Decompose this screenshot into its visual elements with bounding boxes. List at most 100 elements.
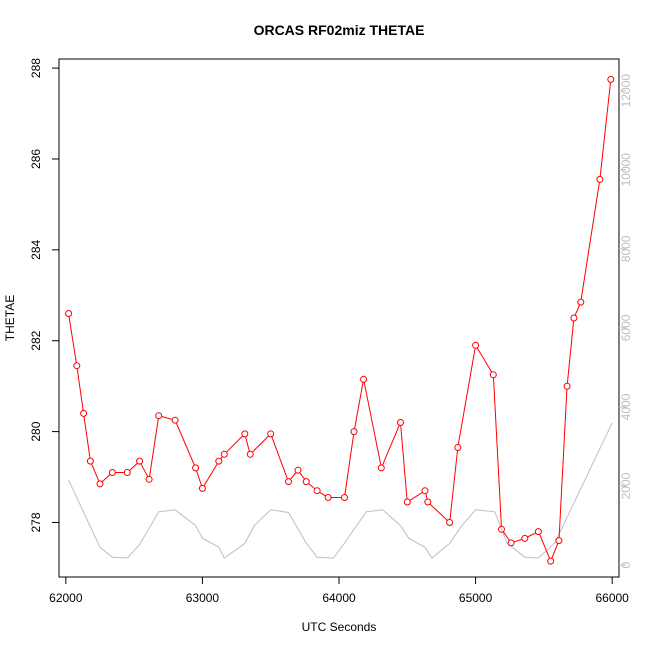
primary-series-segment bbox=[91, 463, 100, 482]
x-axis-label: UTC Seconds bbox=[302, 620, 377, 634]
plot-frame bbox=[58, 58, 620, 578]
data-point bbox=[241, 430, 249, 438]
data-point bbox=[220, 450, 228, 458]
x-axis: 62000 63000 64000 65000 66000 bbox=[49, 577, 629, 605]
data-point bbox=[472, 341, 480, 349]
primary-series-segment bbox=[68, 316, 77, 363]
primary-series-segment bbox=[429, 503, 448, 521]
primary-series-segment bbox=[382, 425, 400, 466]
data-point bbox=[96, 480, 104, 488]
data-point bbox=[145, 475, 153, 483]
y2-tick-label: 12000 bbox=[619, 74, 633, 108]
primary-series-segment bbox=[226, 435, 243, 453]
data-point bbox=[192, 464, 200, 472]
data-point bbox=[489, 371, 497, 379]
y2-tick-label: 2000 bbox=[619, 472, 633, 499]
data-point bbox=[350, 428, 358, 436]
primary-series-segment bbox=[400, 425, 408, 500]
data-point bbox=[86, 457, 94, 465]
data-point bbox=[73, 362, 81, 370]
primary-series-segment bbox=[203, 463, 218, 487]
data-point bbox=[446, 519, 454, 526]
primary-series-segment bbox=[493, 377, 502, 527]
x-tick-label: 63000 bbox=[186, 591, 220, 605]
primary-series-segment bbox=[558, 389, 568, 538]
primary-series-segment bbox=[599, 82, 611, 177]
data-point bbox=[123, 469, 131, 476]
data-point bbox=[155, 412, 163, 420]
primary-series-segment bbox=[101, 474, 111, 483]
primary-series-segment bbox=[580, 182, 600, 300]
primary-series-segment bbox=[344, 434, 355, 495]
y2-tick-label: 10000 bbox=[619, 153, 633, 187]
y2-tick-label: 8000 bbox=[619, 235, 633, 262]
x-tick-label: 64000 bbox=[322, 591, 356, 605]
primary-series-segment bbox=[196, 470, 202, 486]
data-point bbox=[397, 419, 404, 426]
primary-series-segment bbox=[83, 416, 91, 459]
primary-series-segment bbox=[290, 472, 297, 480]
primary-series bbox=[65, 75, 615, 565]
data-point bbox=[215, 457, 223, 465]
primary-series-segment bbox=[502, 531, 510, 541]
data-point bbox=[246, 450, 254, 458]
y2-tick-label: 0 bbox=[619, 561, 633, 568]
primary-series-segment bbox=[566, 320, 575, 384]
y-axis-right: 0 2000 4000 6000 8000 10000 12000 bbox=[619, 74, 633, 568]
primary-series-segment bbox=[251, 435, 269, 453]
primary-series-segment bbox=[539, 534, 551, 559]
data-point bbox=[563, 382, 571, 390]
primary-series-segment bbox=[319, 491, 326, 497]
data-point bbox=[341, 494, 348, 501]
data-point bbox=[403, 498, 411, 506]
secondary-series-line bbox=[68, 422, 613, 559]
data-point bbox=[521, 534, 529, 542]
primary-series-segment bbox=[140, 463, 149, 477]
data-point bbox=[507, 539, 515, 547]
data-point bbox=[360, 375, 368, 383]
y-tick-label: 280 bbox=[29, 421, 43, 441]
data-point bbox=[424, 498, 432, 506]
data-point bbox=[454, 444, 462, 451]
data-point bbox=[198, 484, 206, 492]
data-point bbox=[80, 409, 88, 417]
data-point bbox=[313, 487, 321, 495]
primary-series-segment bbox=[574, 304, 581, 316]
primary-series-segment bbox=[476, 347, 493, 373]
data-point bbox=[570, 314, 578, 322]
primary-series-segment bbox=[449, 450, 458, 520]
y-axis-label: THETAE bbox=[3, 295, 17, 341]
data-point bbox=[285, 478, 292, 486]
y-tick-label: 284 bbox=[29, 240, 43, 260]
x-tick-label: 65000 bbox=[459, 591, 493, 605]
data-point bbox=[65, 310, 73, 317]
data-point bbox=[421, 487, 429, 495]
y-tick-label: 278 bbox=[29, 512, 43, 532]
y2-tick-label: 6000 bbox=[619, 314, 633, 341]
data-point bbox=[324, 494, 332, 501]
primary-series-segment bbox=[308, 483, 316, 490]
y2-tick-label: 4000 bbox=[619, 393, 633, 420]
x-tick-label: 62000 bbox=[49, 591, 83, 605]
data-point bbox=[555, 537, 563, 545]
y-tick-label: 288 bbox=[29, 58, 43, 78]
primary-series-segment bbox=[161, 416, 173, 420]
primary-series-segment bbox=[425, 493, 428, 500]
primary-series-segment bbox=[245, 436, 250, 452]
y-tick-label: 282 bbox=[29, 330, 43, 350]
x-tick-label: 66000 bbox=[595, 591, 629, 605]
secondary-series bbox=[68, 422, 613, 559]
data-point bbox=[302, 478, 310, 486]
data-point bbox=[136, 457, 144, 465]
primary-series-segment bbox=[363, 382, 382, 466]
primary-series-segment bbox=[149, 418, 159, 477]
data-point bbox=[267, 430, 275, 438]
data-point bbox=[577, 298, 585, 306]
data-point bbox=[534, 528, 542, 536]
primary-series-segment bbox=[513, 538, 523, 543]
primary-series-segment bbox=[175, 422, 195, 466]
primary-series-segment bbox=[354, 382, 364, 429]
primary-series-segment bbox=[551, 543, 559, 559]
data-point bbox=[498, 525, 505, 533]
